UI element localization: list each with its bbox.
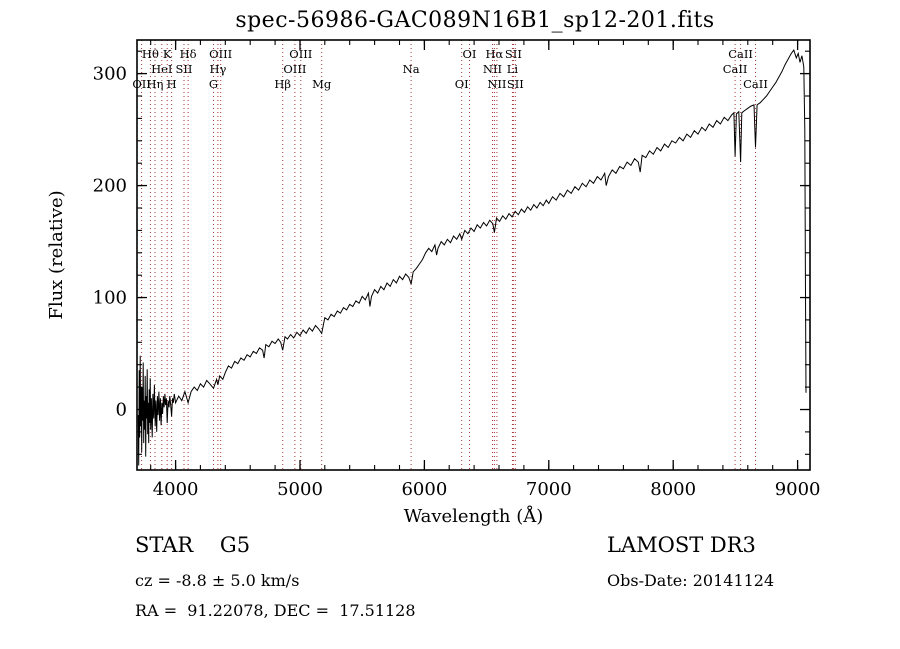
y-tick-label: 100 xyxy=(93,288,127,309)
spectral-line-label: CaII xyxy=(728,47,753,61)
x-tick-label: 8000 xyxy=(650,479,696,500)
y-axis-label: Flux (relative) xyxy=(46,190,67,319)
spectral-line-label: OI xyxy=(463,47,477,61)
spectral-line-label: OI xyxy=(455,77,469,91)
spectral-line-label: SII xyxy=(505,47,522,61)
spectral-line-label: Li xyxy=(507,62,519,76)
spectral-line-label: CaII xyxy=(723,62,748,76)
spectral-line-labels: OIIHθHηHeIKHSIIHδGHγOIIIHβOIIIOIIIMgNaOI… xyxy=(132,47,768,91)
ra-dec-label: RA = 91.22078, DEC = 17.51128 xyxy=(135,601,416,620)
spectrum-flux-curve xyxy=(137,49,807,466)
y-tick-label: 0 xyxy=(116,400,127,421)
spectral-line-label: Na xyxy=(403,62,420,76)
spectral-line-label: OIII xyxy=(209,47,232,61)
spectral-line-label: NII xyxy=(487,77,506,91)
x-tick-label: 9000 xyxy=(775,479,821,500)
spectral-line-label: Hθ xyxy=(142,47,159,61)
radial-velocity-label: cz = -8.8 ± 5.0 km/s xyxy=(135,571,300,590)
y-tick-label: 200 xyxy=(93,176,127,197)
x-tick-label: 4000 xyxy=(153,479,199,500)
spectral-line-label: Hη xyxy=(147,77,164,91)
x-tick-label: 6000 xyxy=(401,479,447,500)
spectral-line-label: OIII xyxy=(283,62,306,76)
spectral-line-label: CaII xyxy=(743,77,768,91)
spectral-line-label: NII xyxy=(483,62,502,76)
x-tick-label: 5000 xyxy=(277,479,323,500)
x-axis-label: Wavelength (Å) xyxy=(404,505,544,527)
spectral-line-label: Mg xyxy=(312,77,332,91)
spectral-line-label: Hγ xyxy=(209,62,226,76)
spectral-line-label: SII xyxy=(507,77,524,91)
spectral-line-label: G xyxy=(209,77,218,91)
object-class-label: STAR G5 xyxy=(135,533,251,557)
spectral-line-label: OII xyxy=(132,77,151,91)
y-tick-label: 300 xyxy=(93,64,127,85)
x-tick-label: 7000 xyxy=(526,479,572,500)
survey-label: LAMOST DR3 xyxy=(607,533,756,557)
spectral-line-label: SII xyxy=(176,62,193,76)
spectral-line-markers xyxy=(141,40,756,470)
spectral-line-label: OIII xyxy=(289,47,312,61)
spectral-line-label: H xyxy=(167,77,177,91)
obs-date-label: Obs-Date: 20141124 xyxy=(607,571,775,590)
plot-axes: 4000 5000 6000 7000 8000 9000 0 100 200 300 Wavele… xyxy=(46,39,821,527)
page-title: spec-56986-GAC089N16B1_sp12-201.fits xyxy=(235,8,715,33)
spectral-line-label: K xyxy=(163,47,172,61)
spectral-line-label: Hβ xyxy=(274,77,291,91)
spectral-line-label: HeI xyxy=(151,62,172,76)
spectral-line-label: Hδ xyxy=(180,47,197,61)
spectral-line-label: Hα xyxy=(486,47,504,61)
